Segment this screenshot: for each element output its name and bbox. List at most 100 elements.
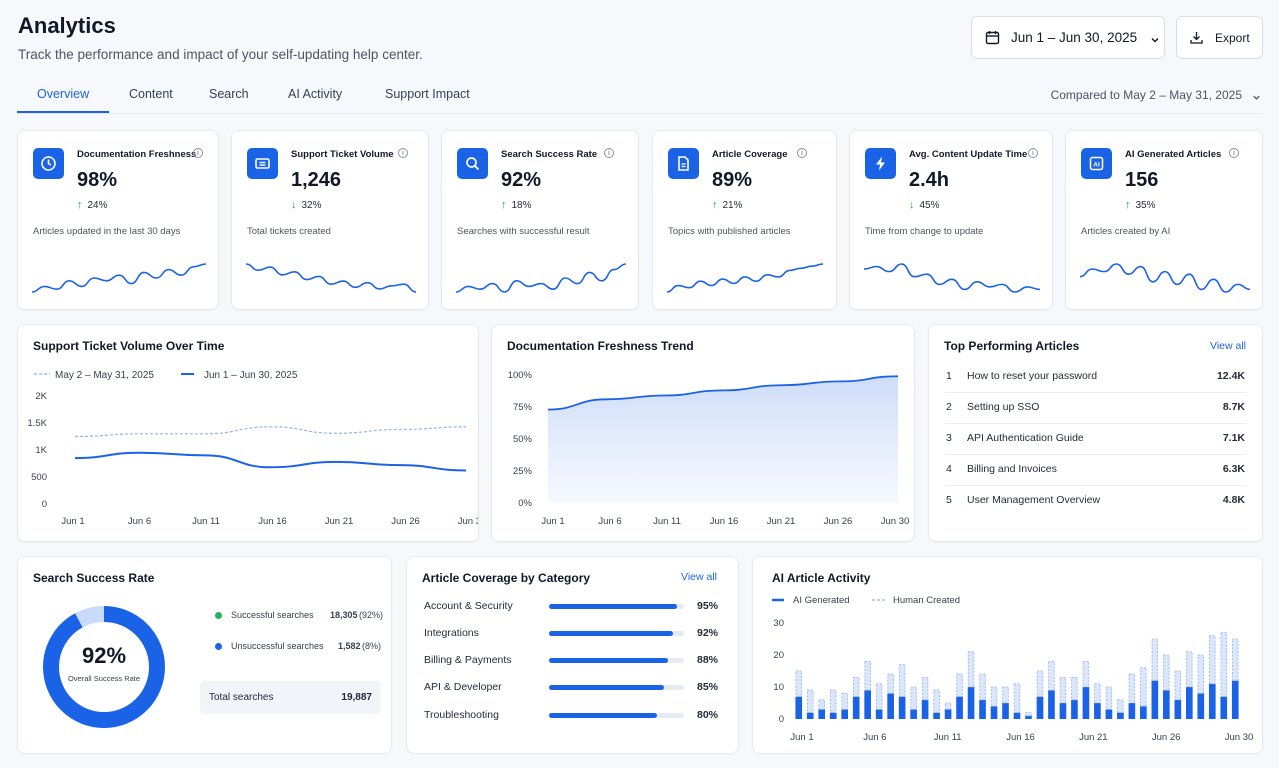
ai-icon: AI xyxy=(1081,148,1112,179)
x-tick-label: Jun 30 xyxy=(458,516,478,527)
kpi-value: 2.4h xyxy=(909,169,950,191)
bar-ai-generated xyxy=(1220,696,1228,719)
arrow-up-icon: ↑ xyxy=(712,199,718,211)
view-all-coverage-link[interactable]: View all xyxy=(681,571,717,583)
article-rank: 5 xyxy=(946,494,952,506)
kpi-sparkline xyxy=(245,263,417,293)
x-tick-label: Jun 11 xyxy=(653,516,681,527)
bar-ai-generated xyxy=(921,699,929,719)
bar-human-created xyxy=(1220,632,1228,697)
legend-curr-label: Jun 1 – Jun 30, 2025 xyxy=(204,370,298,381)
article-rank: 4 xyxy=(946,463,952,475)
successful-pct: (92%) xyxy=(359,610,384,620)
panel-title: Top Performing Articles xyxy=(944,339,1080,353)
freshness-trend-chart: 100% 75% 50% 25% 0% Jun 1 Jun 6 Jun 11 Jun 16 Jun… xyxy=(508,370,910,527)
kpi-card-article-coverage[interactable]: Article Coverage i 89% ↑ 21% Topics with … xyxy=(652,130,837,310)
freshness-line xyxy=(547,375,899,411)
compare-selector[interactable]: Compared to May 2 – May 31, 2025 xyxy=(1051,88,1261,102)
x-tick-label: Jun 16 xyxy=(1006,732,1035,743)
ticket-volume-chart: May 2 – May 31, 2025 Jun 1 – Jun 30, 202… xyxy=(27,370,478,527)
x-tick-label: Jun 6 xyxy=(863,732,886,743)
tab-search[interactable]: Search xyxy=(209,87,249,101)
coverage-value: 95% xyxy=(696,600,718,612)
coverage-value: 80% xyxy=(696,709,718,721)
list-item[interactable]: 3 API Authentication Guide 7.1K xyxy=(945,424,1246,455)
list-item[interactable]: 1 How to reset your password 12.4K xyxy=(945,362,1246,393)
x-tick-label: Jun 11 xyxy=(192,516,220,527)
y-tick-label: 1.5K xyxy=(27,418,47,429)
bar-ai-generated xyxy=(1151,680,1159,719)
legend-successful: Successful searches 18,305 (92%) xyxy=(215,610,384,622)
info-icon[interactable]: i xyxy=(604,148,614,158)
kpi-card-avg-content-update-time[interactable]: Avg. Content Update Time i 2.4h ↓ 45% Tim… xyxy=(849,130,1053,310)
kpi-delta: ↑ 24% xyxy=(77,199,108,211)
y-tick-label: 0 xyxy=(42,499,47,510)
coverage-value: 92% xyxy=(696,627,718,639)
kpi-label: Support Ticket Volume xyxy=(291,149,394,160)
info-icon[interactable]: i xyxy=(193,148,203,158)
category-name: Billing & Payments xyxy=(424,654,512,666)
sparkline-path xyxy=(1079,263,1251,293)
total-searches-label: Total searches xyxy=(209,692,274,703)
bar-ai-generated xyxy=(852,696,860,719)
kpi-delta: ↑ 35% xyxy=(1125,199,1156,211)
bar-human-created xyxy=(898,664,906,697)
article-views: 8.7K xyxy=(1222,401,1245,413)
y-tick-label: 0 xyxy=(779,714,784,725)
tab-overview[interactable]: Overview xyxy=(37,87,90,101)
category-name: API & Developer xyxy=(424,681,502,693)
bar-ai-generated xyxy=(910,709,917,719)
kpi-card-search-success-rate[interactable]: Search Success Rate i 92% ↑ 18% Searches … xyxy=(441,130,639,310)
info-icon[interactable]: i xyxy=(398,148,408,158)
coverage-panel: Article Coverage by Category View all Ac… xyxy=(406,556,739,754)
bar-human-created xyxy=(910,686,917,710)
bar-human-created xyxy=(967,651,975,688)
list-item[interactable]: 5 User Management Overview 4.8K xyxy=(945,486,1246,517)
kpi-value: 89% xyxy=(712,169,753,191)
tab-support-impact[interactable]: Support Impact xyxy=(385,87,470,101)
y-tick-label: 2K xyxy=(35,391,47,402)
info-icon[interactable]: i xyxy=(1028,148,1038,158)
bar-human-created xyxy=(1002,686,1009,704)
bar-ai-generated xyxy=(1094,703,1101,719)
series-line-previous xyxy=(74,426,467,438)
search-success-panel: Search Success Rate 92% Overall Success … xyxy=(17,556,392,754)
kpi-card-ai-generated-articles[interactable]: AI AI Generated Articles i 156 ↑ 35% Arti… xyxy=(1065,130,1263,310)
kpi-card-support-ticket-volume[interactable]: Support Ticket Volume i 1,246 ↓ 32% Total… xyxy=(231,130,429,310)
tab-content[interactable]: Content xyxy=(129,87,173,101)
bar-ai-generated xyxy=(1174,699,1182,719)
list-item[interactable]: 4 Billing and Invoices 6.3K xyxy=(945,455,1246,486)
arrow-down-icon: ↓ xyxy=(909,199,915,211)
article-name: Setting up SSO xyxy=(967,401,1040,413)
list-item[interactable]: 2 Setting up SSO 8.7K xyxy=(945,393,1246,424)
kpi-delta-value: 18% xyxy=(511,199,532,211)
bar-ai-generated xyxy=(1048,690,1055,719)
kpi-value: 98% xyxy=(77,169,118,191)
bar-ai-generated xyxy=(1117,712,1124,719)
sparkline-path xyxy=(31,263,207,293)
kpi-card-documentation-freshness[interactable]: Documentation Freshness i 98% ↑ 24% Artic… xyxy=(17,130,219,310)
bar-ai-generated xyxy=(1231,680,1239,719)
x-tick-label: Jun 1 xyxy=(61,516,84,527)
tab-ai-activity[interactable]: AI Activity xyxy=(288,87,343,101)
total-searches-value: 19,887 xyxy=(341,692,372,703)
info-icon[interactable]: i xyxy=(797,148,807,158)
bar-human-created xyxy=(990,686,998,707)
bar-human-created xyxy=(818,699,825,710)
x-tick-label: Jun 16 xyxy=(710,516,739,527)
kpi-delta: ↓ 45% xyxy=(909,199,940,211)
info-icon[interactable]: i xyxy=(1229,148,1239,158)
bar-human-created xyxy=(979,673,986,701)
panel-title: Documentation Freshness Trend xyxy=(507,339,694,353)
kpi-label: Article Coverage xyxy=(712,149,788,160)
sparkline-path xyxy=(863,263,1041,293)
x-tick-label: Jun 21 xyxy=(767,516,796,527)
coverage-row: Troubleshooting 80% xyxy=(424,707,718,725)
export-button[interactable]: Export xyxy=(1176,16,1263,59)
x-tick-label: Jun 1 xyxy=(541,516,564,527)
kpi-delta-value: 45% xyxy=(919,199,940,211)
kpi-value: 92% xyxy=(501,169,542,191)
view-all-articles-link[interactable]: View all xyxy=(1210,340,1246,352)
date-range-button[interactable]: Jun 1 – Jun 30, 2025 xyxy=(971,16,1165,59)
coverage-bar-track xyxy=(549,658,684,663)
